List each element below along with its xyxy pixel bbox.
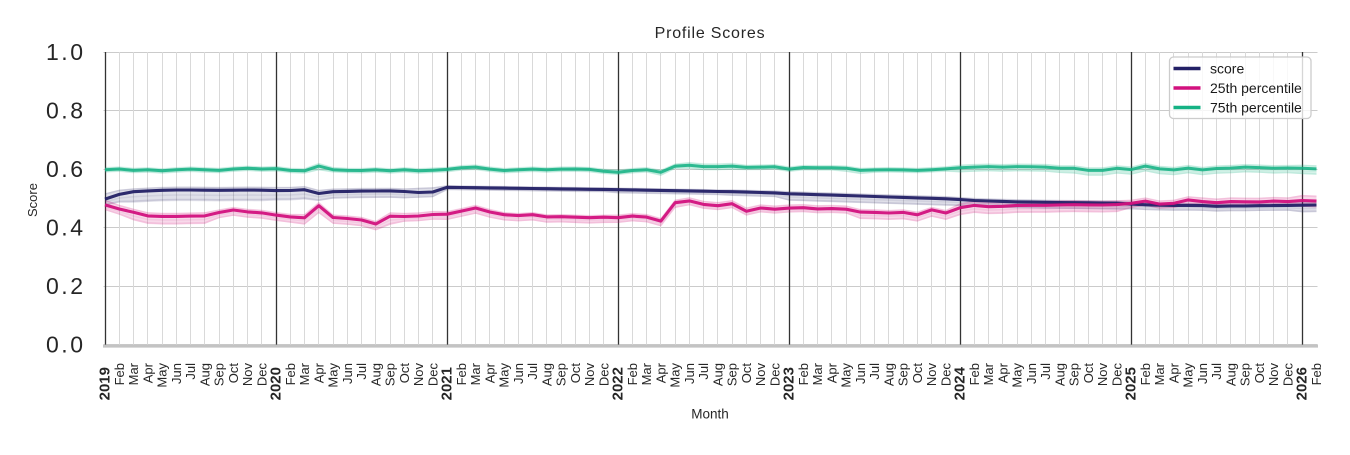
svg-text:score: score xyxy=(1210,60,1244,76)
svg-text:Apr: Apr xyxy=(824,362,839,383)
svg-text:0.8: 0.8 xyxy=(46,98,85,124)
svg-text:2021: 2021 xyxy=(439,367,456,400)
svg-text:2022: 2022 xyxy=(610,367,627,400)
svg-text:Nov: Nov xyxy=(1266,363,1281,387)
svg-text:Sep: Sep xyxy=(212,363,227,386)
svg-text:Feb: Feb xyxy=(1309,363,1324,385)
svg-text:Score: Score xyxy=(25,183,40,217)
svg-text:Oct: Oct xyxy=(226,363,241,384)
svg-text:0.4: 0.4 xyxy=(46,215,85,241)
svg-text:May: May xyxy=(497,363,512,388)
svg-text:Aug: Aug xyxy=(539,363,554,386)
svg-text:Mar: Mar xyxy=(468,362,483,385)
svg-text:Sep: Sep xyxy=(1238,363,1253,386)
svg-text:May: May xyxy=(668,363,683,388)
svg-text:Nov: Nov xyxy=(411,363,426,387)
svg-text:May: May xyxy=(1181,363,1196,388)
svg-text:2019: 2019 xyxy=(97,367,114,400)
svg-text:Jun: Jun xyxy=(682,363,697,384)
svg-text:Feb: Feb xyxy=(283,363,298,385)
svg-text:Nov: Nov xyxy=(753,363,768,387)
svg-text:May: May xyxy=(1010,363,1025,388)
svg-text:Feb: Feb xyxy=(1138,363,1153,385)
svg-text:Feb: Feb xyxy=(112,363,127,385)
svg-text:Jul: Jul xyxy=(183,363,198,380)
svg-text:Oct: Oct xyxy=(397,363,412,384)
svg-text:Sep: Sep xyxy=(1067,363,1082,386)
svg-text:Aug: Aug xyxy=(710,363,725,386)
svg-text:May: May xyxy=(155,363,170,388)
svg-text:Jun: Jun xyxy=(169,363,184,384)
svg-text:May: May xyxy=(839,363,854,388)
svg-text:Profile Scores: Profile Scores xyxy=(655,25,766,42)
svg-text:Aug: Aug xyxy=(197,363,212,386)
svg-text:Oct: Oct xyxy=(1081,363,1096,384)
svg-text:Jun: Jun xyxy=(1195,363,1210,384)
svg-text:Jun: Jun xyxy=(511,363,526,384)
svg-text:Nov: Nov xyxy=(1095,363,1110,387)
svg-text:Jul: Jul xyxy=(1209,363,1224,380)
svg-text:Mar: Mar xyxy=(126,362,141,385)
svg-text:Mar: Mar xyxy=(297,362,312,385)
svg-text:Apr: Apr xyxy=(482,362,497,383)
svg-text:0.0: 0.0 xyxy=(46,332,85,358)
svg-text:Oct: Oct xyxy=(1252,363,1267,384)
svg-text:Feb: Feb xyxy=(967,363,982,385)
svg-text:Dec: Dec xyxy=(767,363,782,387)
svg-text:2023: 2023 xyxy=(781,367,798,400)
svg-text:Mar: Mar xyxy=(981,362,996,385)
svg-text:25th percentile: 25th percentile xyxy=(1210,80,1302,96)
svg-text:Sep: Sep xyxy=(383,363,398,386)
svg-text:Jul: Jul xyxy=(696,363,711,380)
svg-text:Oct: Oct xyxy=(568,363,583,384)
svg-text:Dec: Dec xyxy=(596,363,611,387)
svg-text:Sep: Sep xyxy=(725,363,740,386)
svg-text:2026: 2026 xyxy=(1294,367,1311,400)
svg-text:0.2: 0.2 xyxy=(46,273,85,299)
svg-text:Aug: Aug xyxy=(1224,363,1239,386)
svg-text:Feb: Feb xyxy=(796,363,811,385)
svg-text:Mar: Mar xyxy=(810,362,825,385)
svg-text:Jul: Jul xyxy=(867,363,882,380)
svg-text:75th percentile: 75th percentile xyxy=(1210,99,1302,115)
svg-text:Feb: Feb xyxy=(454,363,469,385)
svg-text:Month: Month xyxy=(691,407,729,422)
svg-text:Dec: Dec xyxy=(1281,363,1296,387)
svg-text:Aug: Aug xyxy=(368,363,383,386)
svg-text:May: May xyxy=(326,363,341,388)
svg-text:2024: 2024 xyxy=(952,366,969,400)
svg-text:Jun: Jun xyxy=(340,363,355,384)
svg-text:2020: 2020 xyxy=(268,367,285,400)
svg-text:Dec: Dec xyxy=(938,363,953,387)
svg-text:Dec: Dec xyxy=(1110,363,1125,387)
svg-text:Apr: Apr xyxy=(140,362,155,383)
svg-text:Apr: Apr xyxy=(1167,362,1182,383)
svg-text:Feb: Feb xyxy=(625,363,640,385)
svg-text:Dec: Dec xyxy=(425,363,440,387)
svg-text:Mar: Mar xyxy=(639,362,654,385)
svg-text:Aug: Aug xyxy=(1052,363,1067,386)
svg-text:Oct: Oct xyxy=(910,363,925,384)
svg-text:Apr: Apr xyxy=(995,362,1010,383)
svg-text:Apr: Apr xyxy=(311,362,326,383)
svg-text:Nov: Nov xyxy=(924,363,939,387)
svg-text:1.0: 1.0 xyxy=(46,39,85,65)
svg-text:0.6: 0.6 xyxy=(46,156,85,182)
svg-text:Apr: Apr xyxy=(653,362,668,383)
svg-text:Sep: Sep xyxy=(554,363,569,386)
svg-text:Oct: Oct xyxy=(739,363,754,384)
svg-text:Sep: Sep xyxy=(896,363,911,386)
svg-text:Nov: Nov xyxy=(240,363,255,387)
svg-text:Jul: Jul xyxy=(525,363,540,380)
svg-text:2025: 2025 xyxy=(1123,367,1140,400)
svg-text:Jun: Jun xyxy=(1024,363,1039,384)
svg-text:Jul: Jul xyxy=(1038,363,1053,380)
svg-text:Jul: Jul xyxy=(354,363,369,380)
svg-text:Jun: Jun xyxy=(853,363,868,384)
svg-text:Dec: Dec xyxy=(254,363,269,387)
svg-text:Aug: Aug xyxy=(881,363,896,386)
svg-text:Mar: Mar xyxy=(1152,362,1167,385)
svg-text:Nov: Nov xyxy=(582,363,597,387)
